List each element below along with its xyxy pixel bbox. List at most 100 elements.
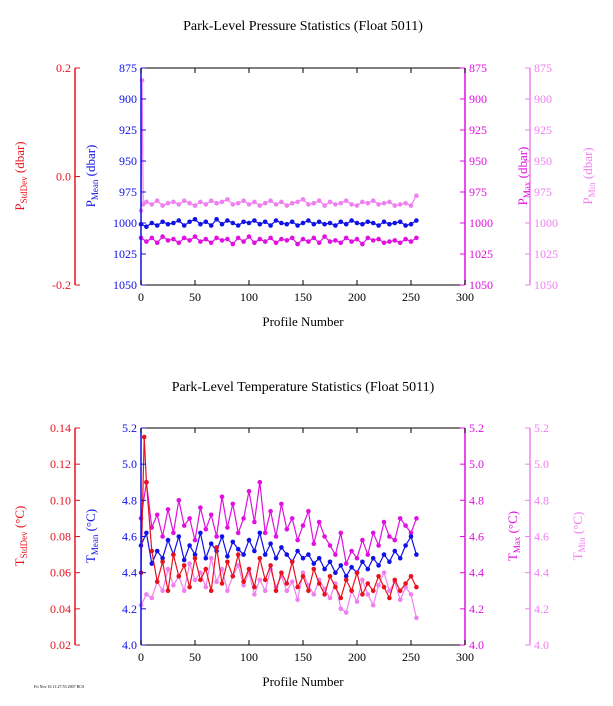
pressure-min-data-point (295, 199, 300, 205)
temperature-mean-tick-label: 5.0 (122, 457, 137, 471)
temperature-mean-data-point (311, 561, 317, 566)
pressure-max-data-point (414, 235, 419, 241)
pressure-max-data-point (289, 235, 295, 241)
pressure-mean-tick-label: 900 (119, 92, 137, 106)
temperature-stddev-data-point (338, 595, 344, 601)
temperature-min-data-point (354, 599, 360, 604)
temperature-max-data-point (387, 534, 392, 539)
pressure-min-data-point (349, 202, 354, 207)
temperature-max-data-point (149, 525, 155, 530)
pressure-max-data-point (230, 241, 236, 247)
pressure-mean-tick-label: 875 (119, 61, 137, 75)
temperature-stddev-data-point (273, 588, 279, 594)
temperature-stddev-data-point (241, 579, 246, 584)
temperature-max-data-point (403, 523, 408, 528)
temperature-mean-data-point (316, 555, 322, 561)
temperature-stddev-data-point (160, 559, 165, 565)
pressure-max-data-point (181, 235, 187, 241)
pressure-min-data-point (316, 198, 322, 203)
temperature-max-data-point (295, 537, 300, 543)
pressure-mean-data-point (149, 220, 155, 226)
pressure-mean-data-point (300, 220, 306, 226)
pressure-mean-data-point (284, 221, 290, 227)
pressure-max-data-point (176, 240, 182, 246)
pressure-max-data-point (376, 236, 381, 242)
temperature-max-data-point (316, 519, 322, 525)
pressure-mean-data-point (365, 219, 371, 225)
pressure-min-data-point (198, 199, 203, 205)
temperature-mean-data-point (381, 552, 387, 557)
temperature-mean-tick-label: 4.0 (122, 638, 137, 652)
temperature-stddev-data-point (381, 584, 387, 590)
temperature-stddev-data-point (343, 577, 349, 583)
temperature-stddev-data-point (311, 566, 317, 572)
pressure-max-data-point (252, 240, 257, 246)
pressure-x-tick-label: 300 (456, 290, 474, 304)
temperature-stddev-data-point (203, 566, 209, 572)
temperature-stddev-data-point (154, 579, 160, 584)
pressure-max-tick-label: 925 (469, 123, 487, 137)
pressure-mean-data-point (203, 219, 209, 225)
pressure-min-data-point (192, 203, 198, 208)
temperature-stddev-data-point (279, 570, 284, 575)
temperature-max-data-point (219, 494, 225, 500)
pressure-min-data-point (403, 200, 408, 206)
pressure-min-data-point (235, 200, 241, 206)
temperature-stddev-data-point (171, 552, 176, 557)
temperature-stddev-data-point (225, 559, 230, 565)
temperature-stddev-data-point (306, 588, 311, 594)
temperature-mean-data-point (144, 530, 149, 536)
pressure-x-tick-label: 50 (189, 290, 201, 304)
temperature-max-data-point (322, 534, 327, 539)
pressure-stddev-axis-label: PStdDev (dbar) (12, 141, 29, 210)
temperature-max-data-point (203, 527, 209, 532)
temperature-max-data-point (252, 519, 257, 525)
temperature-min-data-point (144, 592, 149, 597)
pressure-max-data-point (279, 236, 284, 242)
pressure-max-data-point (192, 234, 198, 239)
temperature-mean-data-point (181, 557, 187, 563)
temperature-mean-data-point (187, 543, 192, 548)
temperature-stddev-data-point (198, 577, 203, 583)
pressure-min-data-point (257, 203, 263, 208)
temperature-stddev-data-point (165, 588, 171, 594)
temperature-x-tick-label: 250 (402, 650, 420, 664)
pressure-max-data-point (343, 235, 349, 241)
pressure-mean-data-point (273, 218, 279, 223)
pressure-min-data-point (154, 198, 160, 203)
temperature-min-data-point (338, 606, 344, 612)
temperature-mean-data-point (262, 552, 268, 557)
pressure-mean-data-point (165, 221, 171, 227)
pressure-min-data-point (343, 198, 349, 203)
pressure-mean-data-point (322, 221, 327, 227)
pressure-mean-data-point (408, 221, 414, 227)
pressure-max-data-point (381, 240, 387, 246)
temperature-max-data-point (354, 555, 360, 561)
pressure-min-data-point (392, 203, 398, 208)
pressure-min-tick-label: 975 (534, 185, 552, 199)
temperature-mean-data-point (230, 539, 236, 545)
temperature-stddev-data-point (219, 581, 225, 586)
pressure-min-data-point (241, 198, 246, 203)
temperature-mean-data-point (338, 563, 344, 568)
pressure-min-axis-label: PMin (dbar) (580, 147, 597, 204)
pressure-mean-data-point (246, 220, 252, 226)
temperature-min-data-point (208, 555, 214, 561)
temperature-min-data-point (257, 577, 263, 583)
pressure-max-data-point (387, 239, 392, 244)
pressure-min-data-point (408, 203, 414, 208)
temperature-max-tick-label: 5.0 (469, 457, 484, 471)
temperature-max-data-point (279, 501, 284, 507)
temperature-min-data-point (235, 563, 241, 568)
pressure-max-data-point (392, 238, 398, 243)
pressure-min-data-point (360, 199, 365, 205)
pressure-max-data-point (284, 238, 290, 243)
temperature-stddev-axis-label: TStdDev (°C) (12, 506, 29, 567)
temperature-stddev-data-point (376, 574, 381, 579)
temperature-max-tick-label: 4.0 (469, 638, 484, 652)
temperature-stddev-data-point (141, 434, 147, 440)
pressure-min-data-point (144, 199, 149, 205)
pressure-mean-data-point (225, 218, 230, 223)
temperature-mean-data-point (241, 552, 246, 557)
temperature-mean-data-point (252, 548, 257, 554)
